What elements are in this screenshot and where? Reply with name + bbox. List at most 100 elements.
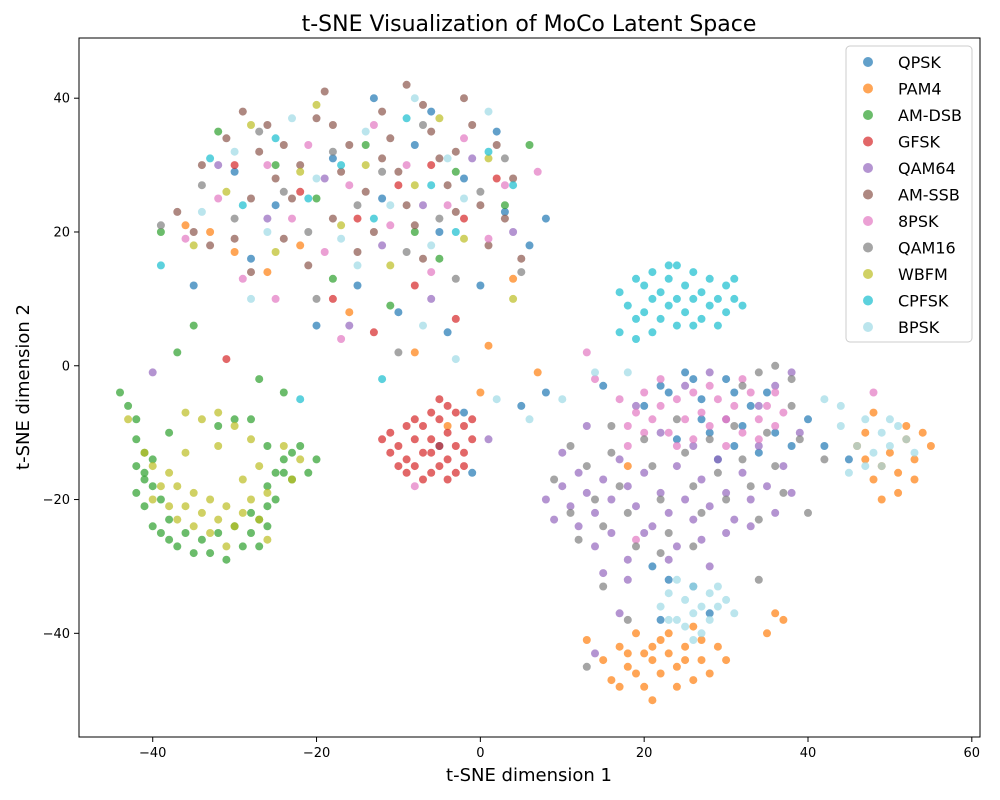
data-point xyxy=(591,542,599,551)
data-point xyxy=(730,442,739,450)
data-point xyxy=(771,508,780,517)
data-point xyxy=(443,428,452,437)
data-point xyxy=(435,442,444,450)
data-point xyxy=(656,615,665,624)
data-point xyxy=(402,468,411,477)
y-tick-label: 20 xyxy=(53,225,70,240)
data-point xyxy=(247,529,255,537)
data-point xyxy=(484,147,493,156)
data-point xyxy=(615,328,624,337)
legend: QPSK PAM4 AM-DSB GFSK QAM64 AM-SSB 8PSK QAM16 WB… xyxy=(845,45,973,343)
data-point xyxy=(640,468,649,477)
data-point xyxy=(705,589,714,598)
data-point xyxy=(378,167,387,176)
data-point xyxy=(124,415,133,424)
data-point xyxy=(263,268,272,277)
data-point xyxy=(517,401,526,410)
data-point xyxy=(460,174,468,183)
data-point xyxy=(419,254,427,263)
data-point xyxy=(181,448,190,457)
data-point xyxy=(451,274,460,283)
data-point xyxy=(689,622,698,631)
data-point xyxy=(787,442,796,450)
data-point xyxy=(525,415,534,424)
data-point xyxy=(156,482,165,491)
data-point xyxy=(623,662,632,671)
data-point xyxy=(672,435,681,444)
data-point xyxy=(476,388,485,397)
data-point xyxy=(214,161,223,170)
data-point xyxy=(738,468,747,477)
data-point xyxy=(165,535,174,544)
data-point xyxy=(623,442,632,450)
data-point xyxy=(443,328,452,337)
data-point xyxy=(369,228,378,236)
data-point xyxy=(722,656,731,665)
data-point xyxy=(435,154,444,163)
x-axis-label: t-SNE dimension 1 xyxy=(446,765,612,786)
y-axis-label: t-SNE dimension 2 xyxy=(13,304,34,470)
data-point xyxy=(214,408,223,417)
data-point xyxy=(541,495,550,504)
data-point xyxy=(443,422,452,430)
data-point xyxy=(509,228,518,236)
data-point xyxy=(206,228,215,236)
data-point xyxy=(181,529,190,537)
data-point xyxy=(337,234,346,243)
data-point xyxy=(156,495,165,504)
legend-label: QPSK xyxy=(898,53,941,72)
data-point xyxy=(664,555,673,564)
series-am-ssb xyxy=(173,80,526,277)
data-point xyxy=(402,248,411,256)
data-point xyxy=(754,448,763,457)
data-point xyxy=(238,107,247,116)
series-am-dsb xyxy=(116,127,534,564)
data-point xyxy=(132,415,141,424)
data-point xyxy=(435,114,444,123)
data-point xyxy=(664,508,673,517)
data-point xyxy=(427,468,436,477)
data-point xyxy=(222,502,231,511)
data-point xyxy=(525,141,534,149)
data-point xyxy=(697,475,706,484)
data-point xyxy=(632,629,640,638)
data-point xyxy=(419,321,427,330)
data-point xyxy=(632,408,640,417)
data-point xyxy=(492,174,501,183)
data-point xyxy=(247,294,255,303)
data-point xyxy=(197,508,206,517)
data-point xyxy=(156,261,165,270)
data-point xyxy=(451,207,460,216)
data-point xyxy=(591,368,599,377)
data-point xyxy=(132,462,141,471)
data-point xyxy=(533,368,542,377)
data-point xyxy=(410,181,419,190)
data-point xyxy=(288,114,296,123)
data-point xyxy=(746,495,755,504)
data-point xyxy=(189,281,198,290)
data-point xyxy=(713,468,722,477)
data-point xyxy=(386,201,395,210)
data-point xyxy=(410,141,419,149)
data-point xyxy=(656,288,665,297)
legend-label: GFSK xyxy=(898,133,940,152)
data-point xyxy=(230,422,239,430)
data-point xyxy=(754,401,763,410)
data-point xyxy=(582,636,591,644)
data-point xyxy=(820,395,829,404)
data-point xyxy=(394,308,403,317)
data-point xyxy=(713,294,722,303)
data-point xyxy=(451,167,460,176)
data-point xyxy=(640,682,649,691)
data-point xyxy=(689,268,698,277)
data-point xyxy=(304,468,313,477)
y-tick-label: −20 xyxy=(43,493,70,508)
data-point xyxy=(607,422,616,430)
data-point xyxy=(623,368,632,377)
data-point xyxy=(746,522,755,531)
data-point xyxy=(279,468,288,477)
data-point xyxy=(369,121,378,129)
data-point xyxy=(599,582,608,591)
data-point xyxy=(722,375,731,384)
data-point xyxy=(353,201,362,210)
